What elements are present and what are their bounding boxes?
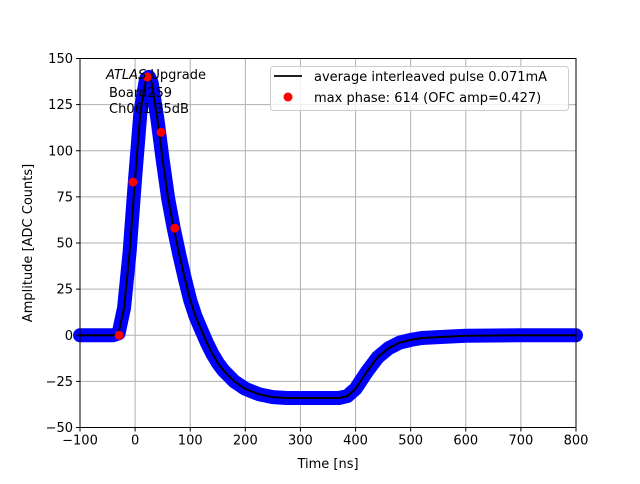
x-tick-label: 200	[233, 434, 258, 449]
y-tick-label: 150	[48, 52, 73, 67]
y-tick-label: 100	[48, 144, 73, 159]
max-phase-points	[114, 72, 180, 340]
x-tick-label: 100	[178, 434, 203, 449]
max-phase-point	[128, 177, 138, 187]
y-tick-label: −25	[46, 375, 73, 390]
annotation-board: Board259	[109, 86, 172, 101]
annotation-upgrade: Upgrade	[146, 68, 206, 83]
x-tick-label: 800	[564, 434, 589, 449]
annotation-channel: Ch061 35dB	[109, 102, 189, 117]
y-ticks: −50 −25 0 25 50 75 100 125 150	[46, 52, 80, 436]
y-tick-label: −50	[46, 421, 73, 436]
svg-text:ATLAS Upgrade: ATLAS Upgrade	[105, 68, 206, 83]
x-tick-label: 300	[288, 434, 313, 449]
annotation: ATLAS Upgrade Board259 Ch061 35dB	[105, 68, 206, 117]
x-tick-label: 600	[453, 434, 478, 449]
legend-label-max-phase: max phase: 614 (OFC amp=0.427)	[314, 91, 541, 106]
legend-dot-swatch	[283, 92, 293, 102]
y-axis-label: Amplitude [ADC Counts]	[21, 164, 36, 322]
y-tick-label: 75	[56, 190, 73, 205]
y-tick-label: 50	[56, 237, 73, 252]
max-phase-point	[156, 127, 166, 137]
x-tick-label: 500	[398, 434, 423, 449]
max-phase-point	[170, 223, 180, 233]
y-tick-label: 125	[48, 98, 73, 113]
x-tick-label: 700	[508, 434, 533, 449]
max-phase-point	[142, 72, 152, 82]
legend-label-pulse: average interleaved pulse 0.071mA	[314, 70, 547, 85]
y-tick-label: 25	[56, 283, 73, 298]
x-tick-label: 0	[131, 434, 139, 449]
legend: average interleaved pulse 0.071mA max ph…	[270, 66, 569, 111]
max-phase-point	[114, 330, 124, 340]
x-ticks: −100 0 100 200 300 400 500 600 700 800	[62, 427, 589, 449]
y-tick-label: 0	[65, 329, 73, 344]
annotation-atlas: ATLAS	[105, 68, 146, 83]
x-tick-label: −100	[62, 434, 98, 449]
x-axis-label: Time [ns]	[296, 457, 358, 472]
x-tick-label: 400	[343, 434, 368, 449]
legend-box	[270, 66, 569, 111]
